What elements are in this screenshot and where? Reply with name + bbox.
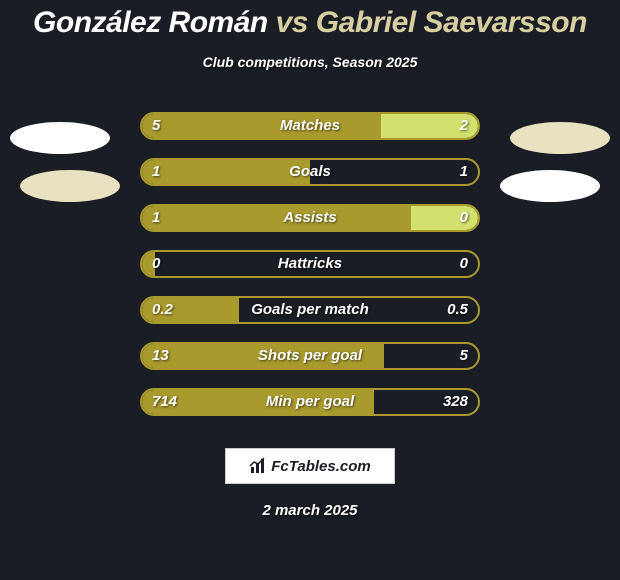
branding-badge: FcTables.com [225, 448, 395, 484]
date-label: 2 march 2025 [0, 502, 620, 519]
stat-row: 00Hattricks [0, 250, 620, 278]
stat-row: 0.20.5Goals per match [0, 296, 620, 324]
stat-label: Hattricks [140, 250, 480, 278]
player-right-name: Gabriel Saevarsson [316, 6, 587, 39]
player-left-name: González Román [33, 6, 268, 39]
stat-row: 135Shots per goal [0, 342, 620, 370]
stat-label: Shots per goal [140, 342, 480, 370]
stat-label: Goals [140, 158, 480, 186]
subtitle: Club competitions, Season 2025 [0, 54, 620, 70]
stat-label: Matches [140, 112, 480, 140]
stat-row: 52Matches [0, 112, 620, 140]
title-vs: vs [276, 6, 308, 39]
stat-row: 714328Min per goal [0, 388, 620, 416]
stat-label: Goals per match [140, 296, 480, 324]
stat-label: Min per goal [140, 388, 480, 416]
stat-row: 11Goals [0, 158, 620, 186]
page-title: González Román vs Gabriel Saevarsson [0, 0, 620, 40]
stats-container: 52Matches 11Goals 10Assists 00Hattricks 0.20… [0, 112, 620, 416]
stat-label: Assists [140, 204, 480, 232]
branding-chart-icon [249, 457, 267, 475]
branding-text: FcTables.com [271, 458, 370, 475]
stat-row: 10Assists [0, 204, 620, 232]
